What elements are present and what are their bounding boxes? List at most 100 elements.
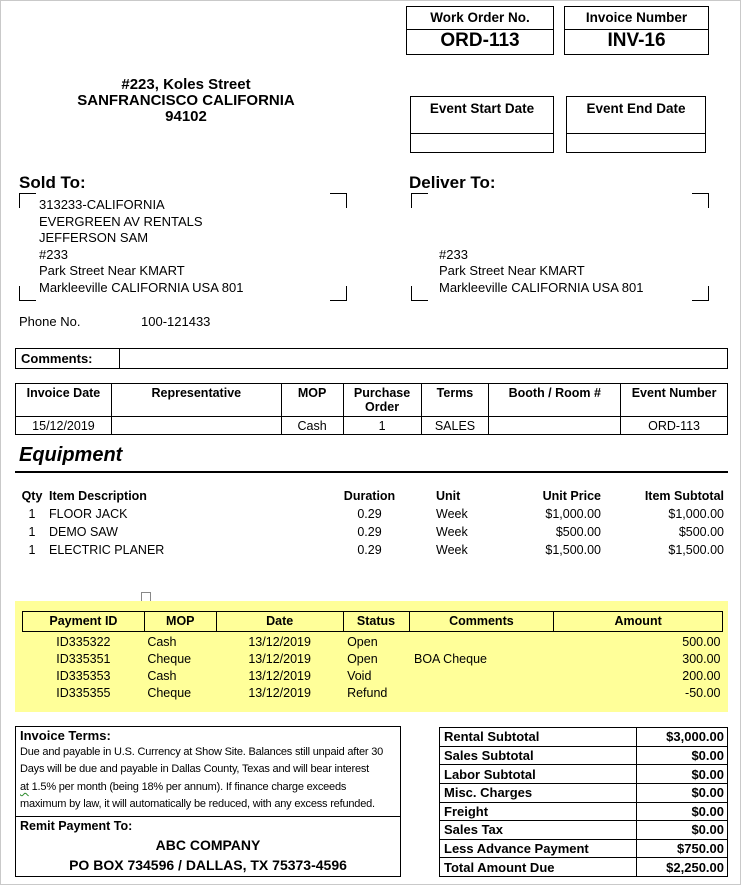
payments-highlight-block: Payment ID MOP Date Status Comments Amou… — [15, 601, 728, 712]
column-header: Terms — [420, 383, 490, 417]
equipment-divider — [15, 471, 728, 473]
deliver-to-address: #233 Park Street Near KMART Markleeville… — [439, 247, 643, 297]
cell: Cheque — [147, 652, 192, 666]
order-info-table: Invoice Date Representative MOP Purchase… — [15, 383, 728, 435]
total-row: Total Amount Due $2,250.00 — [440, 858, 727, 876]
work-order-label: Work Order No. — [407, 7, 553, 30]
sold-to-line: JEFFERSON SAM — [39, 230, 149, 245]
column-header: Event Number — [620, 383, 728, 417]
total-label: Total Amount Due — [440, 858, 637, 876]
column-header: Representative — [110, 383, 282, 417]
column-header: MOP — [143, 611, 217, 632]
cell: Open — [347, 652, 378, 666]
totals-table: Rental Subtotal $3,000.00 Sales Subtotal… — [439, 727, 728, 877]
company-address-line: SANFRANCISCO CALIFORNIA — [77, 92, 295, 109]
payment-row: ID335322 Cash 13/12/2019 Open 500.00 — [23, 632, 723, 652]
total-value: $0.00 — [691, 822, 724, 838]
cell: Week — [436, 543, 468, 557]
cell: $500.00 — [678, 525, 724, 539]
total-row: Misc. Charges $0.00 — [440, 783, 727, 803]
deliver-to-heading: Deliver To: — [409, 173, 496, 192]
cell: 1 — [28, 525, 36, 539]
deliver-to-block: #233 Park Street Near KMART Markleeville… — [411, 193, 709, 301]
invoice-number-value: INV-16 — [607, 30, 666, 51]
total-value: $0.00 — [691, 747, 724, 763]
cell: $1,000.00 — [545, 507, 601, 521]
cell: 1 — [342, 416, 422, 435]
total-row: Sales Subtotal $0.00 — [440, 746, 727, 766]
invoice-terms-line: Days will be due and payable in Dallas C… — [20, 763, 370, 776]
cell: 15/12/2019 — [15, 416, 112, 435]
comments-label: Comments: — [16, 349, 120, 368]
cell — [488, 416, 622, 435]
equipment-header-row: Qty Item Description Duration Unit Unit … — [15, 488, 728, 506]
total-value: $0.00 — [691, 766, 724, 782]
cell: ID335355 — [56, 686, 111, 700]
invoice-number-box: Invoice Number INV-16 — [564, 6, 709, 55]
cell: DEMO SAW — [49, 525, 118, 539]
total-label: Sales Subtotal — [440, 746, 637, 765]
invoice-terms-line-rest: 1.5% per month (being 18% per annum). If… — [28, 780, 347, 793]
event-end-date-box: Event End Date — [566, 96, 706, 153]
event-end-date-value — [567, 134, 705, 151]
cell: 200.00 — [682, 669, 721, 683]
sold-to-line: 313233-CALIFORNIA — [39, 197, 165, 212]
cell: 0.29 — [357, 543, 382, 557]
company-address-line: #223, Koles Street — [121, 76, 251, 93]
equipment-row: 1 FLOOR JACK 0.29 Week $1,000.00 $1,000.… — [15, 506, 728, 524]
cell: 13/12/2019 — [248, 686, 311, 700]
total-value: $750.00 — [677, 841, 724, 857]
company-address-line: 94102 — [165, 108, 207, 125]
equipment-table: Qty Item Description Duration Unit Unit … — [15, 488, 728, 560]
cell: 13/12/2019 — [248, 669, 311, 683]
column-header: Duration — [343, 489, 396, 503]
cell — [409, 685, 554, 702]
payment-row: ID335351 Cheque 13/12/2019 Open BOA Cheq… — [23, 651, 723, 668]
payment-row: ID335355 Cheque 13/12/2019 Refund -50.00 — [23, 685, 723, 702]
column-header: Unit Price — [542, 489, 601, 503]
payments-header-row: Payment ID MOP Date Status Comments Amou… — [22, 611, 723, 632]
column-header: Unit — [436, 489, 461, 503]
cell — [409, 632, 554, 652]
cell: 13/12/2019 — [248, 635, 311, 649]
column-header: Date — [215, 611, 344, 632]
cell: Cash — [280, 416, 344, 435]
total-label: Freight — [440, 802, 637, 821]
total-row: Freight $0.00 — [440, 802, 727, 822]
event-start-date-value — [411, 134, 553, 151]
comments-box: Comments: — [15, 348, 728, 369]
column-header: Invoice Date — [15, 383, 112, 417]
invoice-number-label: Invoice Number — [565, 7, 708, 30]
cell — [110, 416, 282, 435]
column-header: MOP — [280, 383, 344, 417]
total-label: Rental Subtotal — [440, 728, 637, 746]
phone-value: 100-121433 — [141, 314, 211, 329]
total-value: $0.00 — [691, 785, 724, 801]
corner-bracket — [19, 286, 36, 301]
total-value: $0.00 — [691, 803, 724, 819]
cell: ID335353 — [56, 669, 111, 683]
cell: $1,500.00 — [545, 543, 601, 557]
corner-bracket — [411, 286, 428, 301]
sold-to-address: 313233-CALIFORNIA EVERGREEN AV RENTALS J… — [39, 197, 243, 296]
cell: Cash — [147, 669, 177, 683]
cell: SALES — [420, 416, 490, 435]
cell: 13/12/2019 — [248, 652, 311, 666]
column-header: Item Description — [49, 489, 147, 503]
cell: 1 — [28, 507, 36, 521]
cell: ELECTRIC PLANER — [49, 543, 165, 557]
cell: 0.29 — [357, 507, 382, 521]
total-row: Less Advance Payment $750.00 — [440, 839, 727, 859]
column-header: Item Subtotal — [644, 489, 724, 503]
sold-to-line: Markleeville CALIFORNIA USA 801 — [39, 279, 244, 295]
work-order-box: Work Order No. ORD-113 — [406, 6, 554, 55]
remit-payment-label: Remit Payment To: — [20, 819, 133, 833]
total-row: Rental Subtotal $3,000.00 — [440, 728, 727, 747]
cell: 0.29 — [357, 525, 382, 539]
work-order-value: ORD-113 — [440, 30, 520, 51]
misspelled-word: at — [20, 780, 29, 793]
cell: Week — [436, 525, 468, 539]
cell: BOA Cheque — [414, 652, 487, 666]
cell: Week — [436, 507, 468, 521]
